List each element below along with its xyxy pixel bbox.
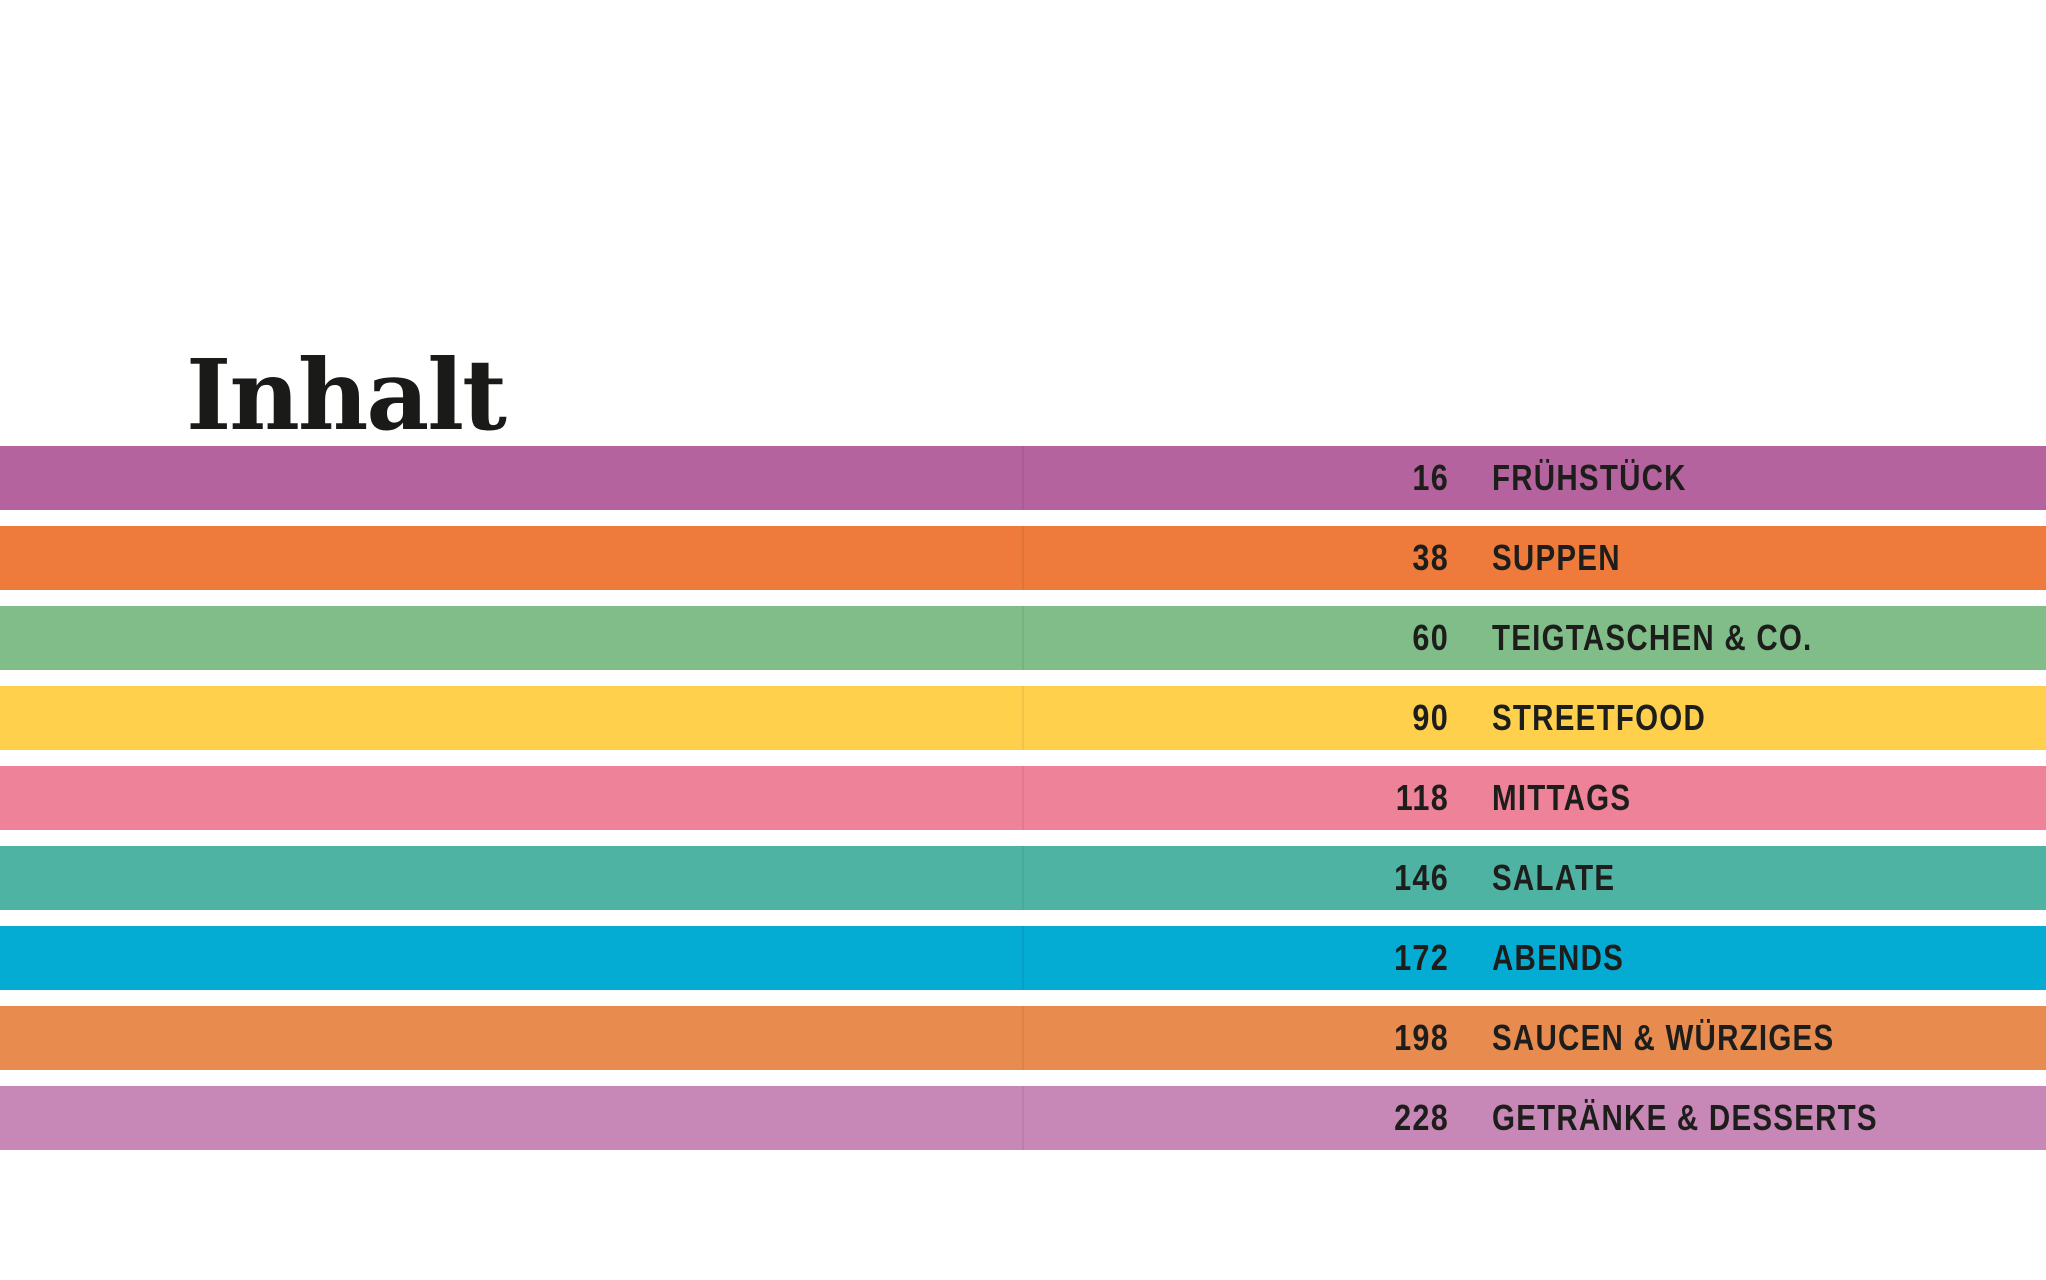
toc-page-number: 172	[1394, 937, 1449, 978]
toc-page-number: 60	[1412, 617, 1449, 658]
toc-chapter-label: GETRÄNKE & DESSERTS	[1492, 1097, 1878, 1138]
toc-page-number: 198	[1394, 1017, 1449, 1058]
toc-chapter-label: FRÜHSTÜCK	[1492, 457, 1687, 498]
toc-list: 16 FRÜHSTÜCK 38 SUPPEN 60 TEIGTASCHEN & CO. 90…	[0, 446, 2046, 1166]
toc-entry: 118 MITTAGS	[0, 766, 2046, 830]
toc-page-number: 228	[1394, 1097, 1449, 1138]
toc-chapter-label: SALATE	[1492, 857, 1616, 898]
toc-page-number: 118	[1395, 777, 1449, 818]
toc-chapter-label: STREETFOOD	[1492, 697, 1707, 738]
toc-entry: 146 SALATE	[0, 846, 2046, 910]
toc-page-number: 38	[1412, 537, 1449, 578]
toc-entry: 16 FRÜHSTÜCK	[0, 446, 2046, 510]
toc-page-number: 90	[1412, 697, 1449, 738]
toc-entry: 198 SAUCEN & WÜRZIGES	[0, 1006, 2046, 1070]
page-title: Inhalt	[186, 338, 507, 452]
toc-entry: 228 GETRÄNKE & DESSERTS	[0, 1086, 2046, 1150]
toc-chapter-label: SAUCEN & WÜRZIGES	[1492, 1017, 1835, 1058]
toc-page-number: 16	[1412, 457, 1449, 498]
toc-entry: 172 ABENDS	[0, 926, 2046, 990]
toc-entry: 90 STREETFOOD	[0, 686, 2046, 750]
toc-entry: 38 SUPPEN	[0, 526, 2046, 590]
toc-entry: 60 TEIGTASCHEN & CO.	[0, 606, 2046, 670]
toc-chapter-label: TEIGTASCHEN & CO.	[1492, 617, 1813, 658]
toc-chapter-label: ABENDS	[1492, 937, 1625, 978]
toc-chapter-label: SUPPEN	[1492, 537, 1621, 578]
toc-chapter-label: MITTAGS	[1492, 777, 1632, 818]
toc-page-number: 146	[1394, 857, 1449, 898]
